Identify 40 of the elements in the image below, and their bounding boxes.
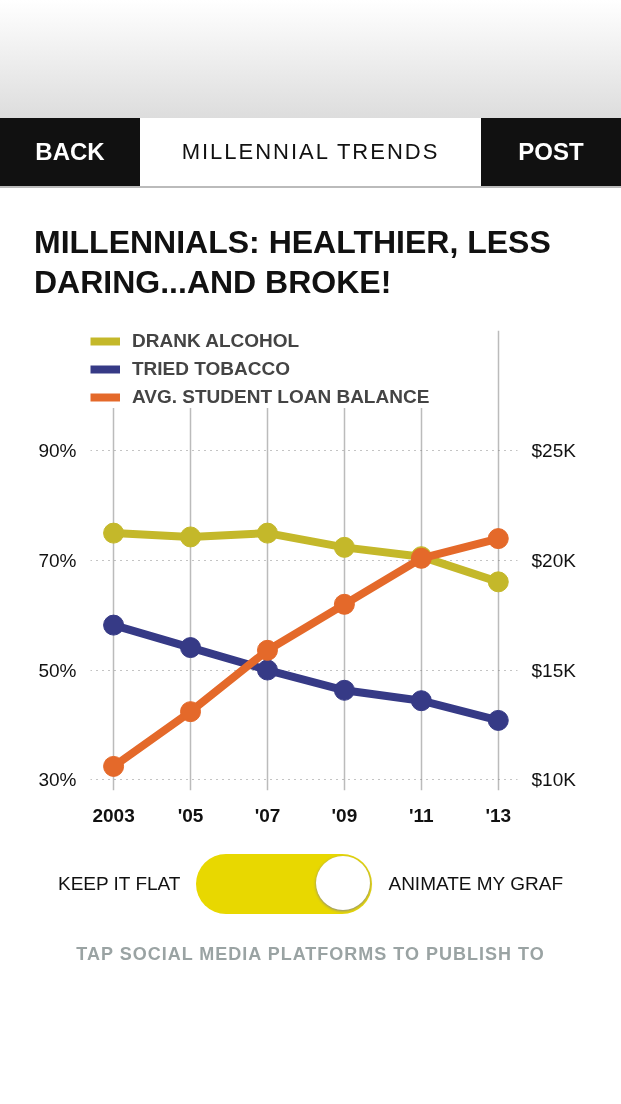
- point: [256, 639, 278, 661]
- y2-tick-label: $25K: [531, 440, 577, 462]
- point: [333, 536, 355, 558]
- x-tick-label: '11: [409, 804, 435, 826]
- point: [103, 755, 125, 777]
- chart-title: MILLENNIALS: HEALTHIER, LESS DARING...AND BROKE!: [33, 223, 552, 302]
- text: POST: [481, 118, 621, 186]
- y2-tick-label: $15K: [531, 659, 577, 681]
- text: ANIMATE MY GRAF: [388, 872, 564, 897]
- point: [256, 659, 278, 681]
- text: KEEP IT FLAT: [57, 872, 181, 897]
- legend-label: TRIED TOBACCO: [132, 358, 290, 380]
- x-tick-label: '07: [254, 804, 281, 826]
- y-tick-label: 30%: [38, 769, 77, 791]
- x-tick-label: 2003: [92, 804, 135, 826]
- legend-label: AVG. STUDENT LOAN BALANCE: [132, 386, 430, 408]
- point: [487, 571, 509, 593]
- y2-tick-label: $20K: [531, 550, 577, 571]
- point: [487, 709, 509, 731]
- point: [256, 522, 278, 544]
- y-tick-label: 90%: [38, 440, 77, 462]
- x-tick-label: '13: [485, 804, 512, 826]
- point: [487, 528, 509, 550]
- point: [103, 522, 125, 544]
- point: [180, 526, 202, 548]
- point: [333, 593, 355, 615]
- point: [333, 679, 355, 701]
- text: TAP SOCIAL MEDIA PLATFORMS TO PUBLISH TO: [75, 943, 546, 966]
- point: [410, 690, 432, 712]
- text: BACK: [0, 118, 140, 186]
- y-tick-label: 50%: [38, 659, 77, 681]
- text: MILLENNIAL TRENDS: [140, 118, 481, 186]
- point: [180, 637, 202, 659]
- x-tick-label: '09: [331, 804, 358, 826]
- y2-tick-label: $10K: [531, 769, 577, 791]
- point: [103, 614, 125, 636]
- point: [180, 701, 202, 723]
- y-tick-label: 70%: [38, 550, 77, 571]
- x-tick-label: '05: [177, 804, 204, 826]
- legend-label: DRANK ALCOHOL: [132, 330, 300, 352]
